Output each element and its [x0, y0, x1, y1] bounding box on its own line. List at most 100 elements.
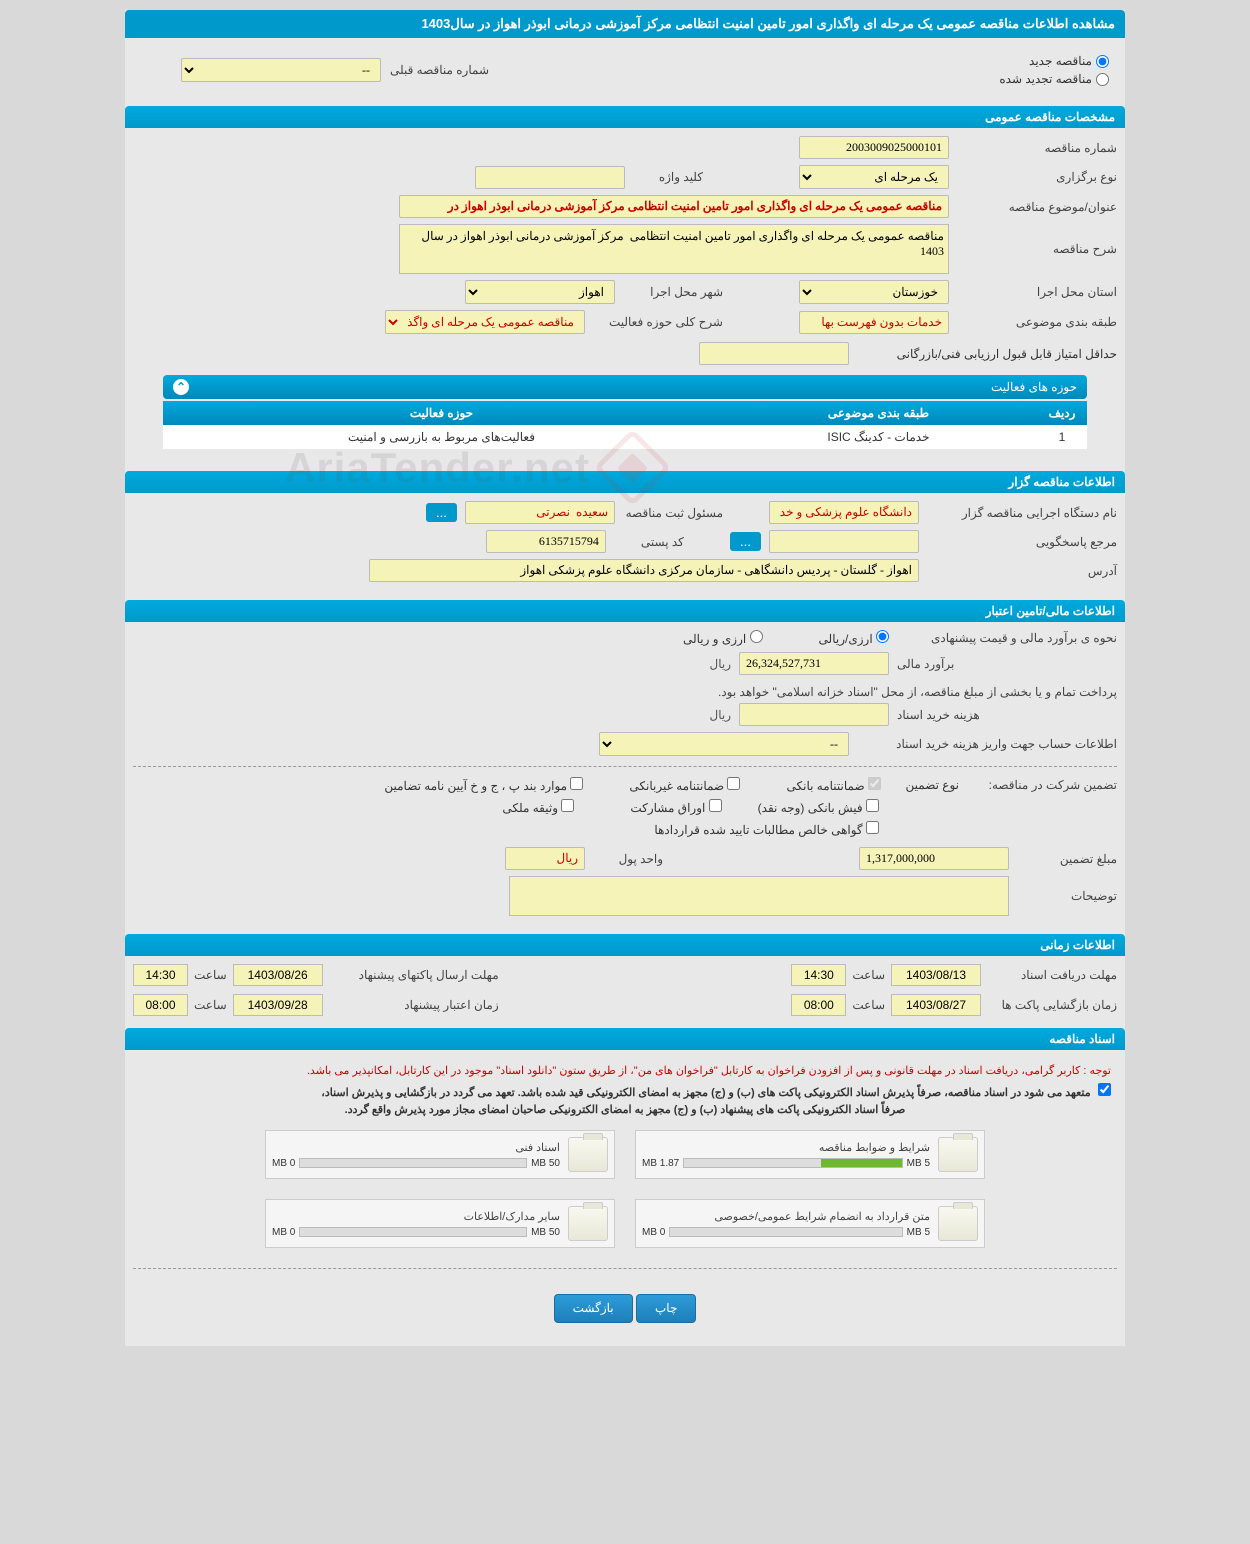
title-input [399, 195, 949, 218]
est-method-label: نحوه ی برآورد مالی و قیمت پیشنهادی [897, 631, 1117, 645]
doc-item[interactable]: متن قرارداد به انضمام شرایط عمومی/خصوصی 5… [635, 1199, 985, 1248]
explain-label: توضیحات [1017, 889, 1117, 903]
progress-bar [299, 1158, 527, 1168]
radio-rial-label: ارزی/ریالی [819, 632, 873, 646]
doc-item[interactable]: شرایط و ضوابط مناقصه5 MB1.87 MB [635, 1130, 985, 1179]
city-select[interactable]: اهواز [465, 280, 615, 304]
doc-title: اسناد فنی [272, 1141, 560, 1154]
open-packets-label: زمان بازگشایی پاکت ها [987, 998, 1117, 1012]
folder-icon [938, 1137, 978, 1172]
folder-icon [568, 1137, 608, 1172]
holding-type-label: نوع برگزاری [957, 170, 1117, 184]
tender-no-label: شماره مناقصه [957, 141, 1117, 155]
registrar-input [465, 501, 615, 524]
desc-label: شرح مناقصه [957, 242, 1117, 256]
prev-number-select[interactable]: -- [181, 58, 381, 82]
address-input [369, 559, 919, 582]
gamount-input [859, 847, 1009, 870]
send-packets-date [233, 964, 323, 986]
activities-header: حوزه های فعالیت ⌃ [163, 375, 1087, 399]
registrar-label: مسئول ثبت مناقصه [623, 506, 723, 520]
guarantee-title: تضمین شرکت در مناقصه: [967, 778, 1117, 792]
validity-date [233, 994, 323, 1016]
section-organizer-header: اطلاعات مناقصه گزار [125, 471, 1125, 493]
doc-total: 50 MB [531, 1158, 560, 1169]
doc-cost-unit: ریال [709, 708, 731, 722]
section-general-header: مشخصات مناقصه عمومی [125, 106, 1125, 128]
doc-total: 5 MB [907, 1158, 930, 1169]
receive-docs-label: مهلت دریافت اسناد [987, 968, 1117, 982]
col-area: حوزه فعالیت [163, 401, 720, 425]
registrar-dots-button[interactable]: ... [426, 503, 457, 522]
radio-rial[interactable]: ارزی/ریالی [819, 630, 889, 646]
validity-time-l: ساعت [194, 998, 227, 1012]
title-label: عنوان/موضوع مناقصه [957, 200, 1117, 214]
explain-textarea[interactable] [509, 876, 1009, 916]
radio-currency-label: ارزی و ریالی [683, 632, 746, 646]
send-packets-time-l: ساعت [194, 968, 227, 982]
chk-g4[interactable]: فیش بانکی (وجه نقد) [758, 799, 879, 815]
chk-g3[interactable]: موارد بند پ ، ج و خ آیین نامه تضامین [384, 777, 583, 793]
category-input [799, 311, 949, 334]
agree-checkbox[interactable] [1098, 1083, 1111, 1096]
validity-label: زمان اعتبار پیشنهاد [329, 998, 499, 1012]
radio-renewed-tender[interactable]: مناقصه تجدید شده [999, 72, 1109, 86]
holding-type-select[interactable]: یک مرحله ای [799, 165, 949, 189]
est-unit: ریال [709, 657, 731, 671]
desc-textarea[interactable]: مناقصه عمومی یک مرحله ای واگذاری امور تا… [399, 224, 949, 274]
postal-input [486, 530, 606, 553]
province-label: استان محل اجرا [957, 285, 1117, 299]
acct-select[interactable]: -- [599, 732, 849, 756]
doc-used: 0 MB [272, 1227, 295, 1238]
chk-g6[interactable]: وثیقه ملکی [502, 799, 574, 815]
section-financial-header: اطلاعات مالی/تامین اعتبار [125, 600, 1125, 622]
progress-bar [299, 1227, 527, 1237]
doc-total: 5 MB [907, 1227, 930, 1238]
postal-label: کد پستی [614, 535, 684, 549]
bold-note-1: متعهد می شود در اسناد مناقصه، صرفاً پذیر… [317, 1083, 1094, 1103]
tender-no-input [799, 136, 949, 159]
print-button[interactable]: چاپ [636, 1294, 696, 1323]
doc-cost-label: هزینه خرید اسناد [897, 708, 1117, 722]
activity-area-label: شرح کلی حوزه فعالیت [593, 315, 723, 329]
open-packets-time [791, 994, 846, 1016]
red-note: توجه : کاربر گرامی، دریافت اسناد در مهلت… [133, 1058, 1117, 1083]
chk-g2[interactable]: ضمانتنامه غیربانکی [629, 777, 740, 793]
doc-item[interactable]: سایر مدارک/اطلاعات50 MB0 MB [265, 1199, 615, 1248]
financial-note: پرداخت تمام و یا بخشی از مبلغ مناقصه، از… [133, 681, 1117, 703]
progress-bar [683, 1158, 902, 1168]
est-label: برآورد مالی [897, 657, 1117, 671]
page-title: مشاهده اطلاعات مناقصه عمومی یک مرحله ای … [125, 10, 1125, 38]
collapse-icon[interactable]: ⌃ [173, 379, 189, 395]
responder-dots-button[interactable]: ... [730, 532, 761, 551]
min-score-input[interactable] [699, 342, 849, 365]
back-button[interactable]: بازگشت [554, 1294, 633, 1323]
radio-new-tender[interactable]: مناقصه جدید [999, 54, 1109, 68]
exec-name-label: نام دستگاه اجرایی مناقصه گزار [927, 506, 1117, 520]
acct-label: اطلاعات حساب جهت واریز هزینه خرید اسناد [857, 737, 1117, 751]
send-packets-label: مهلت ارسال پاکتهای پیشنهاد [329, 968, 499, 982]
province-select[interactable]: خوزستان [799, 280, 949, 304]
doc-used: 1.87 MB [642, 1158, 679, 1169]
doc-used: 0 MB [272, 1158, 295, 1169]
min-score-label: حداقل امتیاز قابل قبول ارزیابی فنی/بازرگ… [857, 347, 1117, 361]
receive-docs-date [891, 964, 981, 986]
chk-g5[interactable]: اوراق مشارکت [630, 799, 721, 815]
radio-currency[interactable]: ارزی و ریالی [683, 630, 763, 646]
doc-item[interactable]: اسناد فنی 50 MB 0 MB [265, 1130, 615, 1179]
keyword-input[interactable] [475, 166, 625, 189]
doc-cost-input[interactable] [739, 703, 889, 726]
category-label: طبقه بندی موضوعی [957, 315, 1117, 329]
chk-g1[interactable]: ضمانتنامه بانکی [786, 777, 881, 793]
open-packets-time-l: ساعت [852, 998, 885, 1012]
radio-new-label: مناقصه جدید [1029, 54, 1092, 68]
doc-title: متن قرارداد به انضمام شرایط عمومی/خصوصی [642, 1210, 930, 1223]
activity-area-select[interactable]: مناقصه عمومی یک مرحله ای واگذاری امور تا… [385, 310, 585, 334]
chk-g7[interactable]: گواهی خالص مطالبات تایید شده قراردادها [654, 821, 879, 837]
table-row: 1خدمات - کدینگ ISICفعالیت‌های مربوط به ب… [163, 425, 1087, 449]
radio-renewed-label: مناقصه تجدید شده [999, 72, 1092, 86]
gunit-input [505, 847, 585, 870]
activities-table: ردیف طبقه بندی موضوعی حوزه فعالیت 1خدمات… [163, 401, 1087, 449]
responder-input[interactable] [769, 530, 919, 553]
gunit-label: واحد پول [593, 852, 663, 866]
